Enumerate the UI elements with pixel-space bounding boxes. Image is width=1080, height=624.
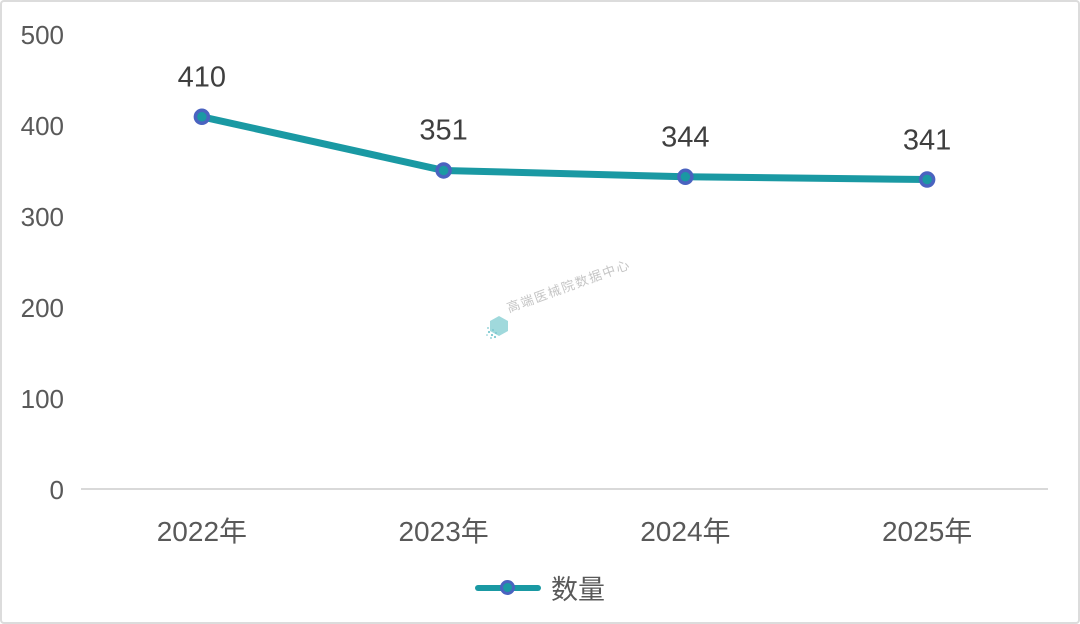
data-label: 351 bbox=[419, 114, 468, 147]
y-tick-label: 0 bbox=[49, 474, 64, 505]
data-point-marker bbox=[435, 162, 452, 179]
x-axis-label: 2023年 bbox=[398, 516, 489, 547]
y-tick-label: 300 bbox=[20, 201, 64, 232]
legend: 数量 bbox=[2, 568, 1078, 607]
x-axis-label: 2022年 bbox=[156, 516, 248, 547]
data-point-marker bbox=[918, 171, 936, 188]
data-label: 410 bbox=[177, 61, 227, 94]
y-tick-label: 100 bbox=[20, 383, 64, 414]
legend-series-label: 数量 bbox=[551, 575, 605, 605]
y-tick-label: 500 bbox=[20, 20, 64, 50]
data-label: 341 bbox=[902, 124, 952, 157]
series-line bbox=[198, 113, 931, 184]
data-point-marker bbox=[193, 108, 211, 126]
x-axis-label: 2024年 bbox=[640, 516, 731, 547]
legend-line-marker-icon bbox=[475, 579, 541, 597]
y-tick-label: 400 bbox=[20, 110, 64, 141]
x-axis-label: 2025年 bbox=[881, 516, 973, 547]
y-tick-label: 200 bbox=[20, 292, 64, 323]
data-label: 344 bbox=[661, 121, 710, 154]
data-point-marker bbox=[677, 168, 694, 186]
